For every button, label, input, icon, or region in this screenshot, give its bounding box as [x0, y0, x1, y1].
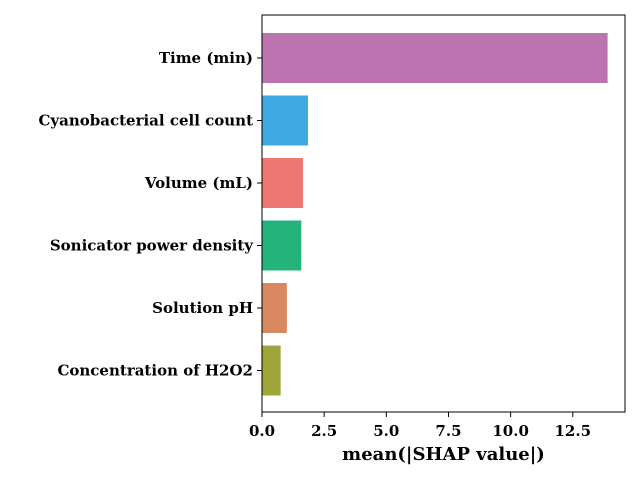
y-tick-label-3: Sonicator power density	[50, 237, 254, 255]
x-tick-label-2: 5.0	[373, 422, 399, 440]
y-tick-label-2: Volume (mL)	[144, 174, 253, 192]
bar-1	[262, 95, 308, 146]
y-tick-label-1: Cyanobacterial cell count	[38, 112, 253, 130]
bars-group	[262, 33, 608, 396]
y-tick-label-4: Solution pH	[152, 299, 253, 317]
x-axis: 0.0 2.5 5.0 7.5 10.0 12.5	[249, 412, 591, 440]
y-tick-label-5: Concentration of H2O2	[57, 362, 253, 380]
x-tick-label-1: 2.5	[311, 422, 337, 440]
plot-frame	[261, 14, 626, 413]
x-tick-label-4: 10.0	[492, 422, 529, 440]
x-axis-title: mean(|SHAP value|)	[342, 444, 545, 465]
bar-5	[262, 345, 281, 396]
x-tick-label-3: 7.5	[435, 422, 461, 440]
bar-0	[262, 33, 608, 83]
bar-3	[262, 220, 302, 271]
bar-2	[262, 158, 304, 208]
bar-4	[262, 283, 287, 333]
x-tick-label-5: 12.5	[555, 422, 592, 440]
y-axis: Time (min) Cyanobacterial cell count Volum…	[38, 49, 262, 380]
y-tick-label-0: Time (min)	[159, 49, 253, 67]
x-tick-label-0: 0.0	[249, 422, 275, 440]
